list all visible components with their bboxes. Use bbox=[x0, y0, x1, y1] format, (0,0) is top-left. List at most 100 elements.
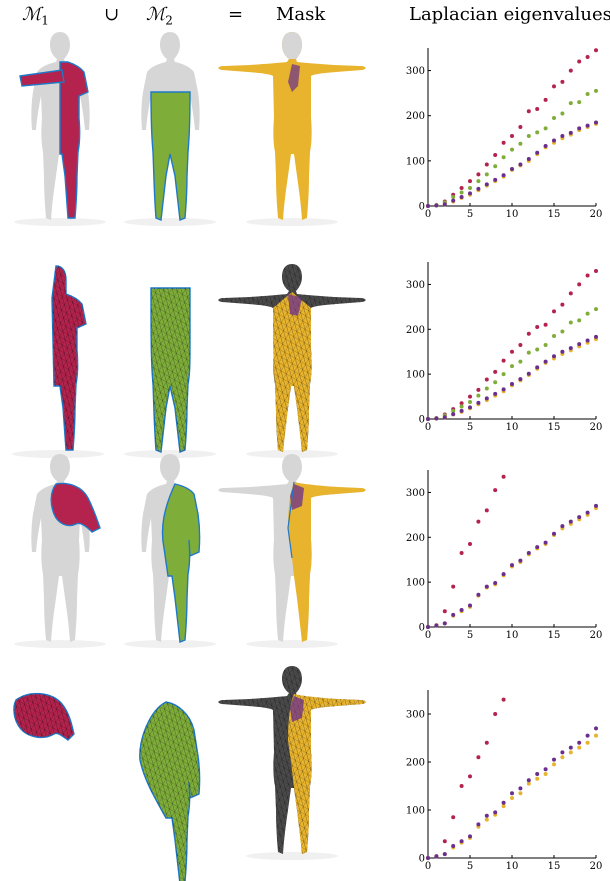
human-mannequin-icon bbox=[218, 32, 366, 220]
data-point bbox=[476, 186, 481, 191]
row4-mask bbox=[218, 666, 366, 860]
data-point bbox=[518, 791, 523, 796]
data-point bbox=[568, 519, 573, 524]
data-point bbox=[459, 839, 464, 844]
x-tick-label: 20 bbox=[590, 209, 603, 220]
data-point bbox=[468, 542, 472, 547]
data-point bbox=[476, 519, 481, 524]
data-point bbox=[568, 68, 573, 73]
y-tick-label: 300 bbox=[406, 280, 425, 291]
data-point bbox=[585, 338, 590, 343]
data-point bbox=[552, 762, 556, 767]
data-point bbox=[459, 550, 464, 555]
data-point bbox=[535, 776, 540, 781]
data-point bbox=[518, 342, 523, 347]
data-point bbox=[484, 377, 489, 382]
data-point bbox=[510, 147, 514, 152]
ground-shadow bbox=[14, 640, 106, 648]
x-tick-label: 0 bbox=[425, 861, 431, 872]
data-point bbox=[518, 377, 523, 382]
data-point bbox=[442, 415, 447, 420]
head-unmasked bbox=[282, 32, 302, 59]
data-point bbox=[442, 609, 447, 614]
data-point bbox=[568, 320, 573, 325]
data-point bbox=[560, 329, 565, 334]
data-point bbox=[568, 346, 573, 351]
data-point bbox=[493, 581, 498, 586]
data-point bbox=[459, 401, 464, 406]
data-point bbox=[568, 750, 573, 755]
row3-m2 bbox=[124, 454, 216, 648]
patch-wireframe bbox=[13, 693, 74, 740]
data-point bbox=[484, 162, 489, 167]
data-point bbox=[594, 48, 598, 53]
data-point bbox=[518, 162, 523, 167]
data-point bbox=[585, 510, 590, 515]
data-point bbox=[501, 387, 506, 392]
data-point bbox=[526, 134, 531, 139]
row4-m1 bbox=[13, 693, 75, 741]
union-region bbox=[290, 484, 304, 510]
ground-shadow bbox=[12, 450, 104, 458]
data-point bbox=[543, 126, 548, 131]
data-point bbox=[577, 745, 582, 750]
data-point bbox=[501, 372, 506, 377]
data-point bbox=[585, 740, 590, 745]
data-point bbox=[493, 391, 498, 396]
data-point bbox=[510, 796, 514, 800]
data-point bbox=[468, 191, 472, 196]
data-point bbox=[484, 817, 489, 822]
ground-shadow bbox=[246, 640, 338, 648]
data-point bbox=[451, 408, 456, 413]
data-point bbox=[459, 784, 464, 788]
data-point bbox=[476, 592, 481, 597]
data-point bbox=[501, 155, 506, 160]
y-tick-label: 100 bbox=[406, 370, 425, 381]
y-tick-label: 0 bbox=[419, 202, 425, 213]
row1-m2 bbox=[124, 32, 216, 226]
data-point bbox=[585, 55, 590, 60]
data-point bbox=[501, 697, 506, 702]
x-tick-label: 0 bbox=[425, 209, 431, 220]
data-point bbox=[434, 854, 439, 859]
data-point bbox=[468, 774, 472, 779]
header-union: ∪ bbox=[104, 4, 120, 25]
data-point bbox=[568, 130, 573, 135]
data-point bbox=[493, 488, 498, 493]
data-point bbox=[560, 134, 565, 139]
data-point bbox=[585, 733, 590, 738]
data-point bbox=[543, 772, 548, 776]
data-point bbox=[560, 755, 565, 760]
y-tick-label: 0 bbox=[419, 415, 425, 426]
data-point bbox=[543, 540, 548, 545]
x-tick-label: 10 bbox=[506, 422, 519, 433]
data-point bbox=[510, 563, 514, 568]
x-tick-label: 15 bbox=[548, 422, 561, 433]
data-point bbox=[526, 550, 531, 555]
data-point bbox=[451, 412, 456, 417]
data-point bbox=[568, 291, 573, 296]
data-point bbox=[577, 342, 582, 347]
data-point bbox=[493, 152, 498, 157]
data-point bbox=[568, 745, 573, 750]
data-point bbox=[459, 408, 464, 413]
data-point bbox=[526, 331, 531, 336]
y-tick-label: 200 bbox=[406, 325, 425, 336]
data-point bbox=[577, 318, 582, 323]
mask-region bbox=[288, 482, 366, 642]
data-point bbox=[577, 740, 582, 745]
data-point bbox=[476, 387, 481, 392]
x-tick-label: 10 bbox=[506, 209, 519, 220]
data-point bbox=[535, 347, 540, 352]
data-point bbox=[501, 800, 506, 805]
data-point bbox=[442, 202, 447, 207]
data-point bbox=[535, 150, 540, 155]
mask-boundary bbox=[287, 481, 295, 559]
data-point bbox=[543, 359, 548, 364]
data-point bbox=[585, 273, 590, 278]
data-point bbox=[442, 839, 447, 844]
data-point bbox=[585, 123, 590, 128]
y-tick-label: 300 bbox=[406, 710, 425, 721]
x-tick-label: 0 bbox=[425, 630, 431, 641]
